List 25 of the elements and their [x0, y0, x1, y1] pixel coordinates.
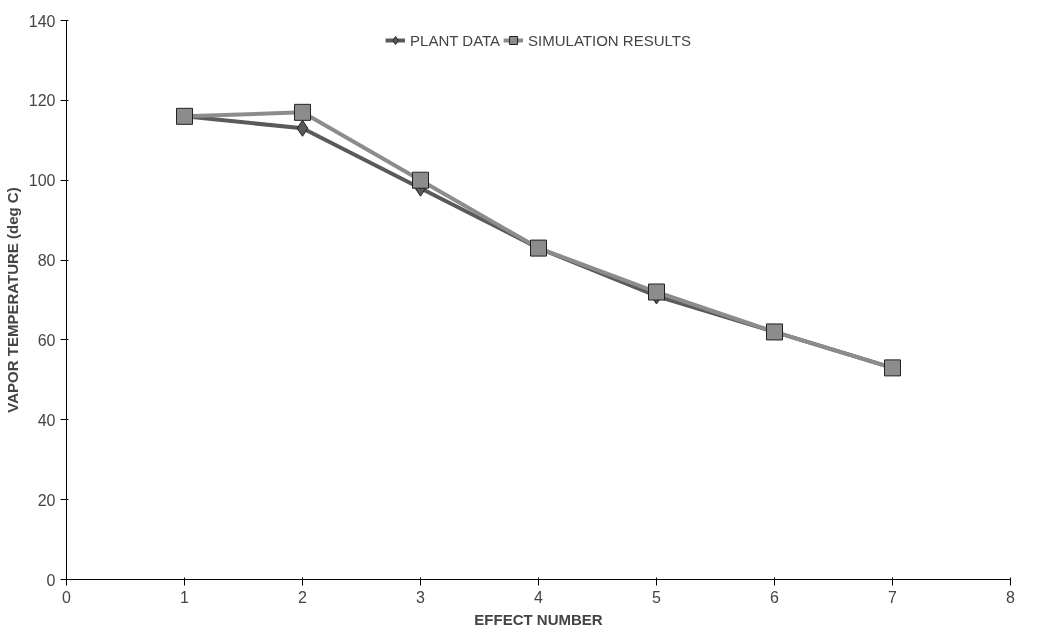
y-axis-title: VAPOR TEMPERATURE (deg C)	[3, 187, 21, 413]
x-tick-label: 2	[298, 588, 308, 606]
y-tick-label: 40	[37, 411, 56, 429]
y-tick-label: 0	[46, 571, 56, 589]
x-tick-label: 3	[416, 588, 426, 606]
y-tick-label: 80	[37, 252, 56, 270]
legend-label: SIMULATION RESULTS	[528, 31, 691, 49]
point	[294, 103, 311, 121]
point	[296, 119, 309, 137]
x-axis-title: EFFECT NUMBER	[474, 610, 603, 628]
x-tick-label: 5	[652, 588, 662, 606]
y-tick-label: 120	[28, 92, 56, 110]
legend-label: PLANT DATA	[410, 31, 501, 49]
x-tick-label: 7	[888, 588, 898, 606]
y-tick-label: 20	[37, 491, 56, 509]
x-tick-label: 6	[770, 588, 780, 606]
x-tick-label: 1	[180, 588, 190, 606]
point	[648, 283, 665, 301]
y-tick-label: 60	[37, 331, 56, 349]
y-tick-label: 140	[28, 12, 56, 30]
x-tick-label: 0	[62, 588, 72, 606]
y-tick-label: 100	[28, 172, 56, 190]
x-tick-label: 8	[1006, 588, 1016, 606]
point	[412, 171, 429, 189]
x-tick-label: 4	[534, 588, 544, 606]
